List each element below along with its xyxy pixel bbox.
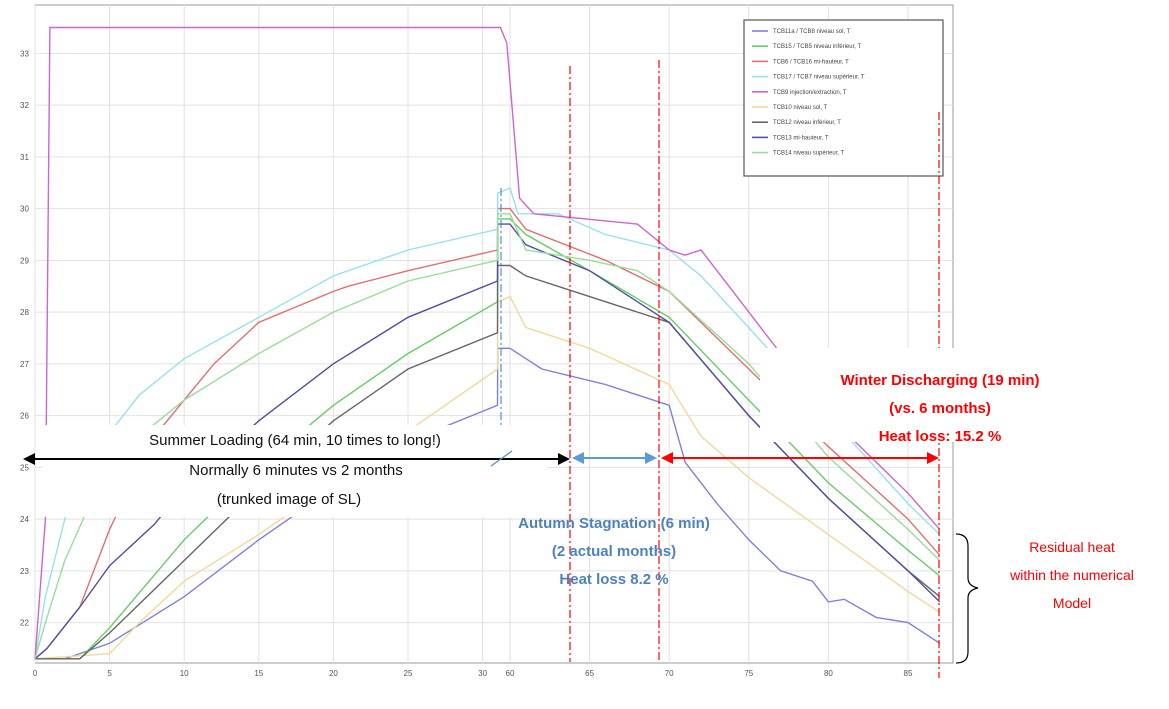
summer-label-line3: (trunked image of SL)	[217, 491, 361, 508]
x-tick-label: 5	[107, 669, 112, 678]
series-line-1	[35, 347, 941, 660]
y-tick-label: 30	[20, 205, 29, 214]
x-tick-label: 0	[33, 669, 38, 678]
residual-label-line2: within the numerical	[1009, 567, 1134, 583]
summer-arrow-right-head	[558, 453, 570, 465]
x-tick-label: 10	[180, 669, 189, 678]
legend-entry: TCB14 niveau supérieur, T	[773, 151, 845, 157]
summer-arrow-left-head	[23, 453, 35, 465]
residual-label-line1: Residual heat	[1029, 539, 1115, 555]
winter-arrow-right-head	[927, 452, 939, 464]
y-tick-label: 28	[20, 308, 29, 317]
break-mark	[490, 450, 513, 467]
x-tick-label: 65	[585, 669, 594, 678]
x-tick-label: 25	[404, 669, 413, 678]
legend-entry: TCB13 mi-hauteur, T	[773, 135, 829, 141]
series-line-6	[34, 295, 941, 660]
legend-entry: TCB15 / TCB5 niveau inférieur, T	[773, 44, 861, 50]
y-tick-label: 22	[20, 619, 29, 628]
y-tick-label: 32	[20, 101, 29, 110]
y-tick-label: 24	[20, 515, 29, 524]
autumn-arrow-right-head	[645, 452, 657, 464]
winter-label-background	[760, 348, 1130, 442]
x-tick-label: 85	[904, 669, 913, 678]
summer-label-line1: Summer Loading (64 min, 10 times to long…	[149, 432, 441, 449]
winter-label-line3: Heat loss: 15.2 %	[879, 428, 1002, 445]
y-tick-label: 25	[20, 463, 29, 472]
y-tick-label: 27	[20, 360, 29, 369]
autumn-label-line3: Heat loss 8.2 %	[559, 571, 668, 588]
y-tick-label: 33	[20, 49, 29, 58]
x-tick-label: 75	[744, 669, 753, 678]
winter-label-line1: Winter Discharging (19 min)	[840, 372, 1039, 389]
y-tick-label: 29	[20, 256, 29, 265]
x-tick-label: 70	[665, 669, 674, 678]
y-tick-label: 26	[20, 412, 29, 421]
winter-label-line2: (vs. 6 months)	[889, 400, 991, 417]
legend-entry: TCB6 / TCB16 mi-hauteur, T	[773, 59, 849, 65]
annotations: Summer Loading (64 min, 10 times to long…	[23, 60, 1134, 678]
legend-entry: TCB12 niveau inférieur, T	[773, 120, 841, 126]
legend-box	[743, 19, 944, 177]
x-tick-label: 30	[478, 669, 487, 678]
x-tick-label: 15	[254, 669, 263, 678]
autumn-label-line2: (2 actual months)	[552, 543, 676, 560]
summer-label-background	[42, 425, 547, 517]
legend: TCB11a / TCB8 niveau sol, T TCB15 / TCB5 …	[743, 19, 944, 177]
summer-label-line2: Normally 6 minutes vs 2 months	[189, 462, 402, 479]
x-tick-label: 60	[506, 669, 515, 678]
residual-bracket	[955, 533, 979, 664]
legend-entry: TCB11a / TCB8 niveau sol, T	[773, 29, 851, 35]
winter-arrow-left-head	[661, 452, 673, 464]
legend-entry: TCB17 / TCB7 niveau supérieur, T	[773, 75, 865, 81]
tick-labels: 22 23 24 25 26 27 28 29 30 31 32 33 0 5 10 15 20 25 30 60 65…	[20, 49, 913, 678]
legend-entry: TCB10 niveau sol, T	[773, 105, 828, 111]
residual-label-line3: Model	[1053, 595, 1091, 611]
x-tick-label: 20	[329, 669, 338, 678]
autumn-label-line1: Autumn Stagnation (6 min)	[518, 515, 710, 532]
legend-entry: TCB9 injection/extraction, T	[773, 90, 847, 96]
series-line-8	[34, 223, 941, 660]
y-tick-label: 23	[20, 567, 29, 576]
autumn-arrow-left-head	[572, 452, 584, 464]
x-tick-label: 80	[824, 669, 833, 678]
y-tick-label: 31	[20, 153, 29, 162]
